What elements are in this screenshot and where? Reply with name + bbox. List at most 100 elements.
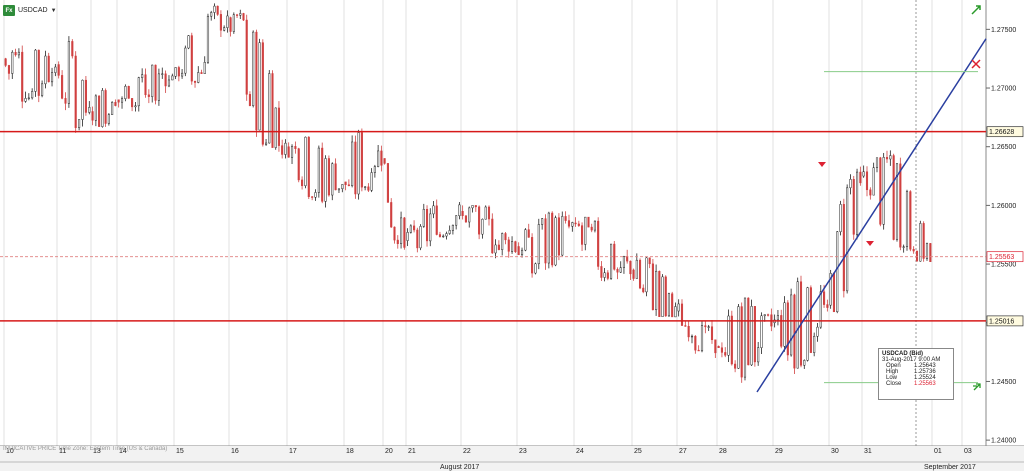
candle-body [344,181,347,185]
candle-body [544,218,547,264]
candle-body [174,67,177,77]
candle-body [700,325,704,352]
candle-body [154,64,157,101]
candle-body [658,270,661,317]
candle-body [248,94,251,106]
candle-body [727,315,730,356]
candle-body [61,75,64,99]
candle-body [816,326,819,337]
candle-body [34,49,37,92]
candle-body [919,223,922,262]
candle-body [324,158,327,202]
price-tag-level [986,315,1024,327]
x-tick-label: 14 [119,448,127,455]
candle-body [274,107,277,148]
y-tick-label: 1.26000 [991,203,1016,210]
symbol-selector[interactable]: Fx USDCAD ▼ [3,4,57,17]
candle-body [902,246,905,248]
candle-body [304,136,307,187]
candle-body [161,73,164,75]
candle-body [184,47,187,74]
x-tick-label: 18 [346,448,354,455]
x-tick-label: 01 [934,448,942,455]
candle-body [297,148,300,181]
candle-body [255,31,258,131]
sell-marker-icon [818,162,826,167]
price-tag-current [986,251,1024,263]
candle-body [720,347,723,353]
candle-body [373,166,376,173]
candle-body [793,294,796,369]
tooltip-row: Open 1.25643 [882,363,950,369]
candle-body [554,217,557,266]
candle-body [416,229,419,249]
candle-body [520,249,524,256]
candle-body [796,281,799,369]
candle-body [680,303,684,326]
candle-body [664,276,667,317]
x-tick-label: 11 [59,448,66,455]
caret-down-icon[interactable]: ▼ [50,7,57,14]
x-tick-label: 17 [289,448,297,455]
candle-body [294,146,297,149]
candle-body [11,51,14,74]
candle-body [474,205,477,208]
candle-body [229,17,232,32]
candle-body [284,142,287,155]
candle-body [219,14,222,31]
green-marker-icon [973,383,981,391]
candle-body [632,269,635,279]
candle-body [57,64,60,76]
candle-body [419,226,422,249]
candle-body [50,72,54,83]
candle-body [458,204,461,217]
candle-body [481,218,484,235]
candle-body [7,65,11,74]
candle-body [14,51,17,56]
candle-body [859,171,862,184]
candle-body [317,147,320,193]
candle-body [438,234,442,237]
y-tick-label: 1.25500 [991,262,1016,269]
candle-body [809,287,812,353]
tooltip-label: Close [886,381,902,387]
candle-body [504,233,507,241]
candle-body [107,114,110,124]
candle-body [597,220,600,267]
trend-line [756,38,987,393]
candle-body [101,90,104,127]
candle-body [626,256,629,262]
candle-body [581,225,584,245]
candle-body [117,99,120,103]
candle-body [590,226,593,231]
x-tick-label: 25 [634,448,642,455]
candle-body [164,73,167,87]
candle-body [651,263,654,310]
tooltip-row: Close 1.25563 [882,381,950,387]
candle-body [776,315,779,321]
candle-body [91,111,94,121]
candle-body [64,98,67,104]
candle-body [767,314,770,316]
candle-body [386,163,389,203]
x-tick-label: 10 [6,448,14,455]
candle-body [84,79,87,113]
candle-body [331,163,334,196]
candle-body [442,235,445,238]
candle-body [147,94,150,97]
candle-body [892,155,895,240]
candle-body [197,72,200,83]
candle-body [750,306,753,366]
candle-body [484,206,487,220]
price-tag-label: 1.25016 [989,318,1014,325]
candle-body [912,248,915,252]
x-tick-label: 16 [231,448,239,455]
candle-body [37,49,40,96]
candle-body [177,67,180,77]
candle-body [124,85,127,99]
candle-body [717,345,720,348]
candle-body [899,163,902,248]
candle-body [494,244,497,254]
candle-body [707,326,710,328]
